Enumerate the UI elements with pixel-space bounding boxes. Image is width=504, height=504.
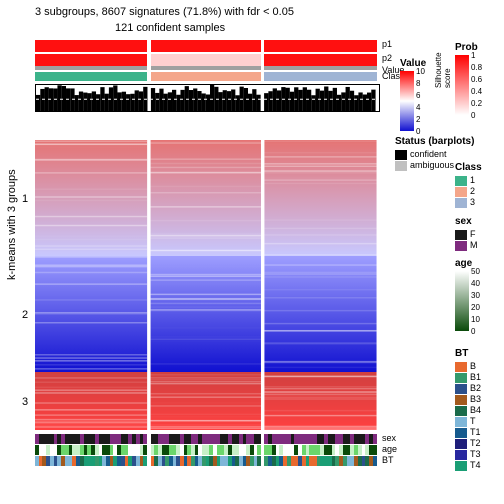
yaxis-label: k-means with 3 groups <box>6 169 18 280</box>
anno-label-p1: p1 <box>382 39 392 49</box>
cluster-label-1: 1 <box>22 193 28 205</box>
anno-sex <box>35 434 380 444</box>
anno-BT <box>35 456 380 466</box>
anno-label-age: age <box>382 444 397 454</box>
legend-value: Value1086420 <box>400 58 426 131</box>
legend-age: age50403020100 <box>455 258 472 331</box>
anno-p1 <box>35 40 380 52</box>
silhouette-barplot <box>35 84 380 112</box>
anno-p2 <box>35 54 380 66</box>
anno-Value <box>35 66 380 70</box>
legend-class: Class123 <box>455 162 482 208</box>
plot-subtitle: 121 confident samples <box>115 22 225 34</box>
cluster-label-3: 3 <box>22 396 28 408</box>
legend-sex: sexFM <box>455 216 478 251</box>
anno-label-sex: sex <box>382 433 396 443</box>
heatmap <box>35 140 380 430</box>
legend-prob: Prob10.80.60.40.20 <box>455 42 478 115</box>
anno-Class <box>35 72 380 81</box>
anno-label-BT: BT <box>382 455 394 465</box>
anno-label-p2: p2 <box>382 53 392 63</box>
cluster-label-2: 2 <box>22 309 28 321</box>
legend-bt: BTBB1B2B3B4TT1T2T3T4 <box>455 348 481 471</box>
silhouette-side-label: Silhouettescore <box>434 52 452 88</box>
plot-title: 3 subgroups, 8607 signatures (71.8%) wit… <box>35 6 294 18</box>
anno-age <box>35 445 380 455</box>
